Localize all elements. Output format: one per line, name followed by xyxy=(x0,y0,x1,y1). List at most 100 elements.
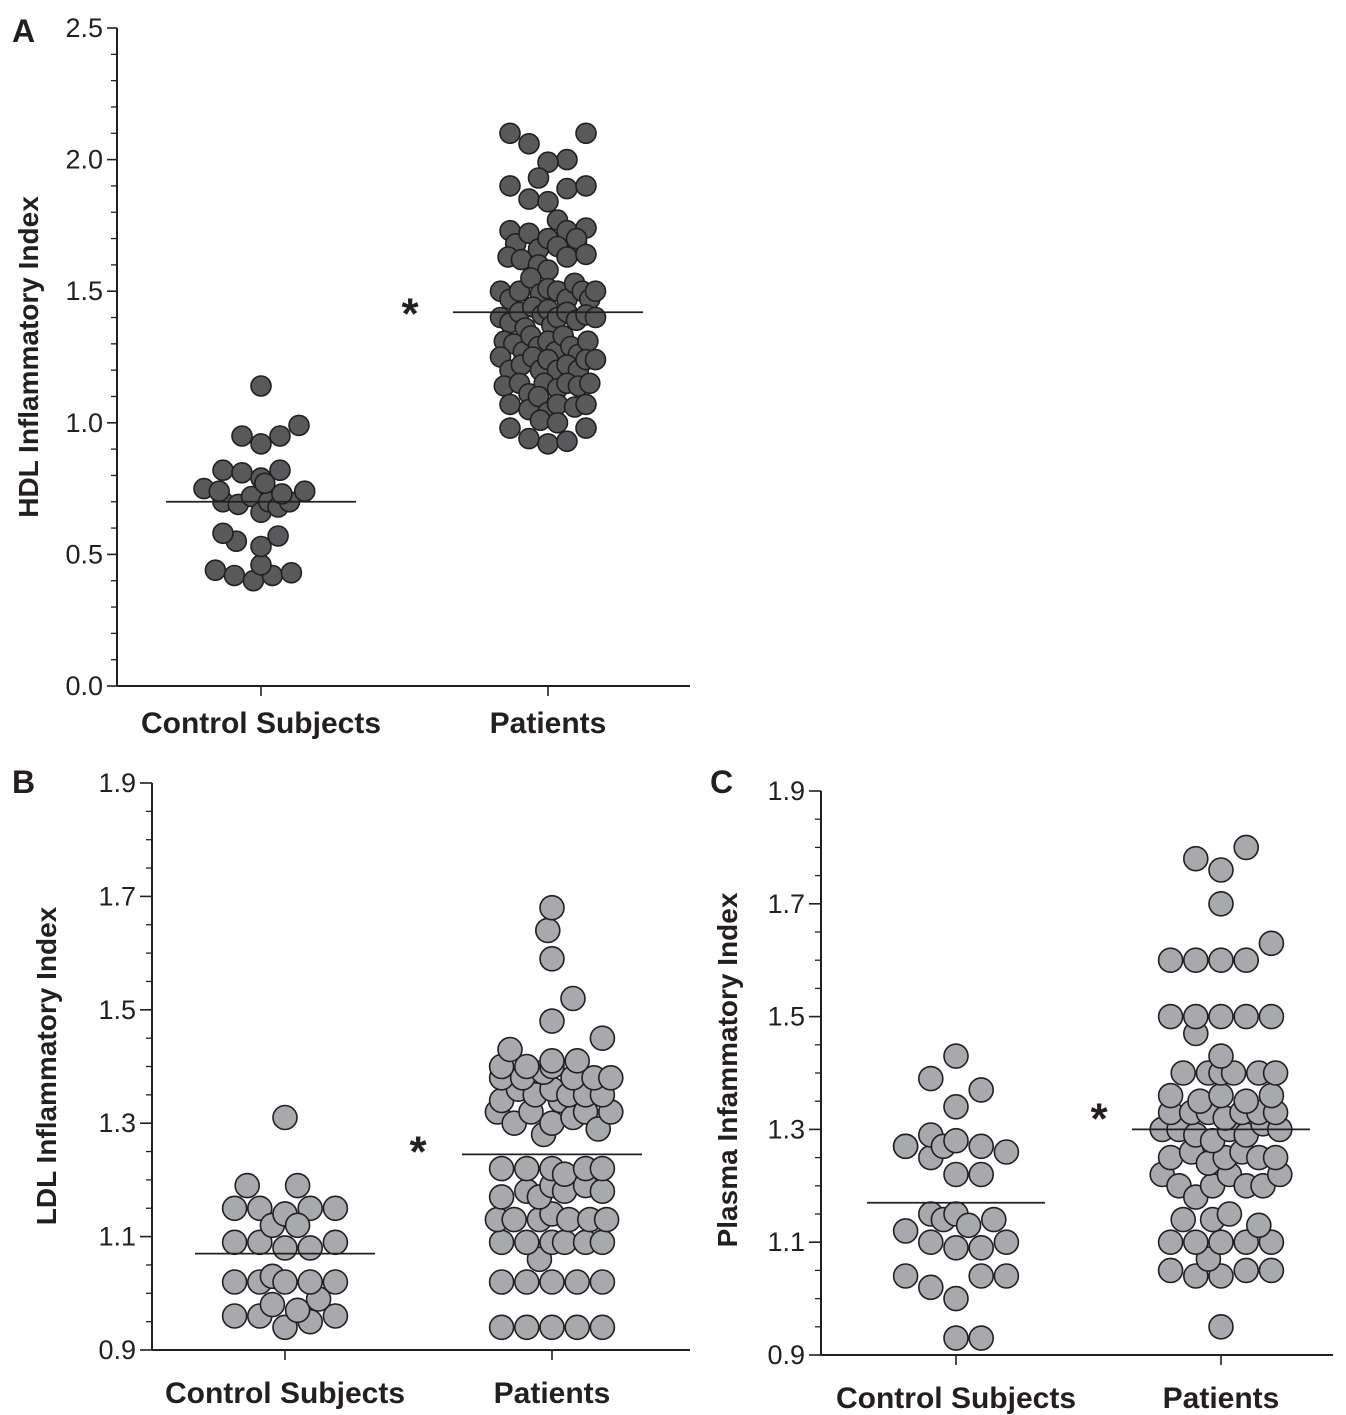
y-tick-label: 1.3 xyxy=(767,1114,805,1144)
data-point xyxy=(1262,1060,1289,1086)
data-point xyxy=(499,393,521,416)
data-point xyxy=(513,1155,540,1182)
data-point xyxy=(556,148,578,171)
data-point xyxy=(584,280,607,303)
data-point xyxy=(1183,947,1209,974)
y-axis-title: HDL Inflammatory Index xyxy=(13,196,44,518)
data-point xyxy=(539,1008,565,1034)
data-point xyxy=(534,917,561,944)
data-point xyxy=(488,1155,515,1182)
data-point xyxy=(575,393,597,416)
data-point xyxy=(288,414,310,437)
data-point xyxy=(556,246,578,268)
x-category-label: Control Subjects xyxy=(836,1382,1076,1415)
data-point xyxy=(272,1269,298,1295)
panel-b-ldl-chart: B 0.9 1.1 1.3 1.5 1.7 1.9 LDL Inflammatory Inde… xyxy=(12,764,690,1410)
data-point xyxy=(1157,947,1184,974)
data-point xyxy=(556,430,578,453)
data-point xyxy=(1233,834,1259,861)
data-point xyxy=(284,1297,311,1324)
panel-letter: C xyxy=(710,764,733,800)
data-point xyxy=(917,1065,944,1092)
data-point xyxy=(1258,1257,1285,1284)
data-point xyxy=(1208,1314,1234,1340)
data-point xyxy=(1258,1082,1285,1109)
data-point xyxy=(1208,857,1234,883)
data-point xyxy=(560,985,586,1012)
data-point xyxy=(575,175,597,197)
data-point xyxy=(513,1053,540,1080)
data-point xyxy=(1216,1201,1243,1227)
data-point xyxy=(1183,1003,1209,1030)
data-point xyxy=(578,372,601,395)
panel-letter: A xyxy=(12,13,35,49)
data-point xyxy=(253,472,276,495)
data-point xyxy=(250,433,272,455)
data-point xyxy=(1208,1043,1234,1069)
data-point xyxy=(589,1229,616,1256)
data-point xyxy=(589,1025,616,1051)
data-point xyxy=(968,1263,995,1289)
data-point xyxy=(293,480,316,503)
data-point xyxy=(597,1065,624,1091)
y-tick-label: 1.9 xyxy=(98,768,136,798)
data-point xyxy=(892,1263,919,1289)
data-point xyxy=(231,425,253,447)
data-point xyxy=(1170,1060,1196,1086)
data-point xyxy=(1233,1003,1259,1030)
y-tick-label: 1.1 xyxy=(767,1227,805,1257)
data-point xyxy=(537,151,559,173)
x-category-label: Patients xyxy=(494,1377,611,1410)
data-point xyxy=(513,1314,540,1341)
y-axis-title: Plasma Infammatory Index xyxy=(712,892,743,1247)
data-point xyxy=(593,1206,620,1233)
data-point xyxy=(968,1235,995,1261)
data-point xyxy=(488,1314,515,1341)
data-point xyxy=(221,1195,248,1222)
data-point xyxy=(488,1269,515,1295)
data-point xyxy=(892,1218,919,1244)
data-point xyxy=(537,190,559,213)
data-point xyxy=(565,227,588,250)
data-point xyxy=(272,1104,298,1131)
y-tick-label: 1.5 xyxy=(767,1002,805,1032)
data-point xyxy=(564,1048,591,1074)
data-point xyxy=(556,177,578,200)
data-point xyxy=(1246,1212,1272,1239)
y-tick-label: 1.3 xyxy=(98,1108,136,1138)
data-point xyxy=(322,1195,349,1222)
data-point xyxy=(284,1212,311,1239)
data-point xyxy=(539,1269,565,1295)
data-point xyxy=(968,1161,995,1188)
data-point xyxy=(322,1229,349,1256)
data-point xyxy=(577,330,599,353)
data-point xyxy=(575,417,597,439)
data-point xyxy=(501,1206,528,1233)
x-category-label: Patients xyxy=(1163,1382,1280,1415)
data-point xyxy=(204,559,227,582)
data-point xyxy=(1258,1003,1285,1030)
data-point xyxy=(539,1314,565,1341)
y-tick-label: 2.0 xyxy=(65,145,103,175)
data-point xyxy=(993,1229,1020,1255)
data-point xyxy=(1208,1082,1234,1109)
data-point xyxy=(1157,1257,1184,1284)
data-point xyxy=(980,1206,1007,1233)
data-point xyxy=(221,1229,248,1256)
data-point xyxy=(551,1161,578,1187)
data-point xyxy=(269,425,291,447)
data-point xyxy=(1157,1003,1184,1030)
data-point xyxy=(589,1178,616,1204)
data-point xyxy=(968,1325,995,1351)
data-point xyxy=(1208,1003,1234,1030)
data-point xyxy=(539,1048,565,1074)
data-point xyxy=(246,1195,273,1222)
data-point xyxy=(488,1229,515,1256)
data-point xyxy=(575,122,597,145)
panel-letter: B xyxy=(12,764,35,800)
data-point xyxy=(585,1116,612,1142)
data-point xyxy=(1183,845,1209,872)
data-point xyxy=(892,1133,919,1160)
data-point xyxy=(284,1172,311,1199)
data-point xyxy=(322,1269,349,1295)
